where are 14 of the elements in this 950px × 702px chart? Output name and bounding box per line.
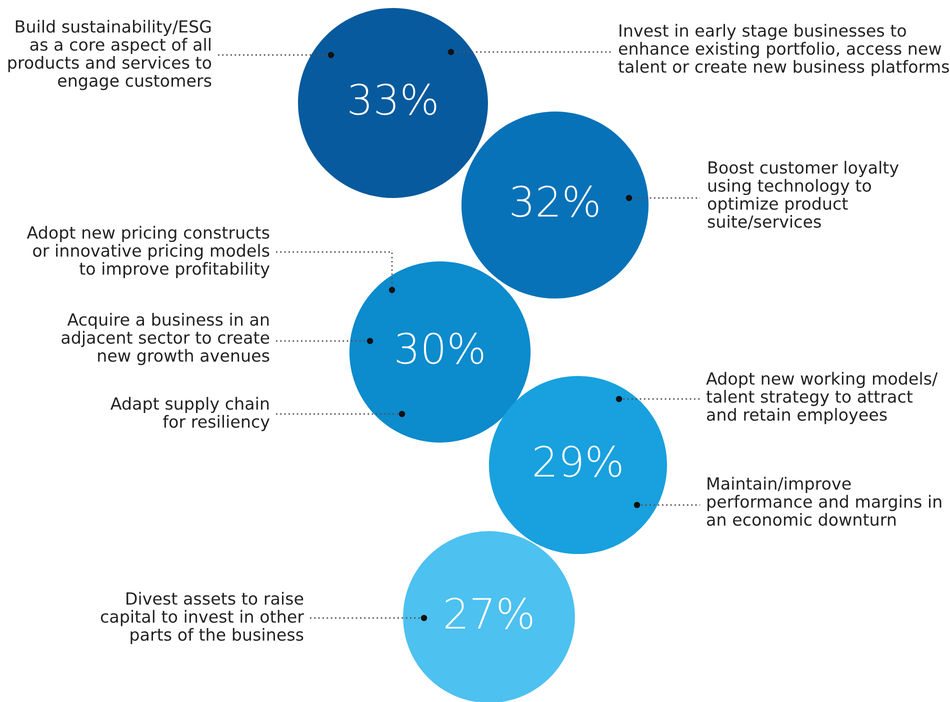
text: Maintain/improve performance and margins in an economic downturn xyxy=(707,476,942,526)
data-label: 32% xyxy=(512,186,598,218)
text: Acquire a business in an adjacent sector to create new growth avenues xyxy=(62,312,270,366)
data-label: 27% xyxy=(446,598,532,630)
data-label: 33% xyxy=(350,84,436,116)
data-label: 30% xyxy=(396,332,484,364)
text: Invest in early stage businesses to enhance existing portfolio, access new talent or create new business platforms xyxy=(618,24,949,76)
text: Divest assets to raise capital to invest in other parts of the business xyxy=(100,592,304,644)
text: Adopt new pricing constructs or innovative pricing models to improve profitability xyxy=(26,226,270,278)
data-label: 29% xyxy=(534,446,622,478)
text: Adopt new working models/ talent strategy to attract and retain employees xyxy=(706,372,938,424)
text: Build sustainability/ESG as a core aspect of all products and services to engage customers xyxy=(8,20,212,90)
text: Boost customer loyalty using technology to optimize product suite/services xyxy=(708,160,899,230)
text: Adapt supply chain for resiliency xyxy=(110,396,270,432)
